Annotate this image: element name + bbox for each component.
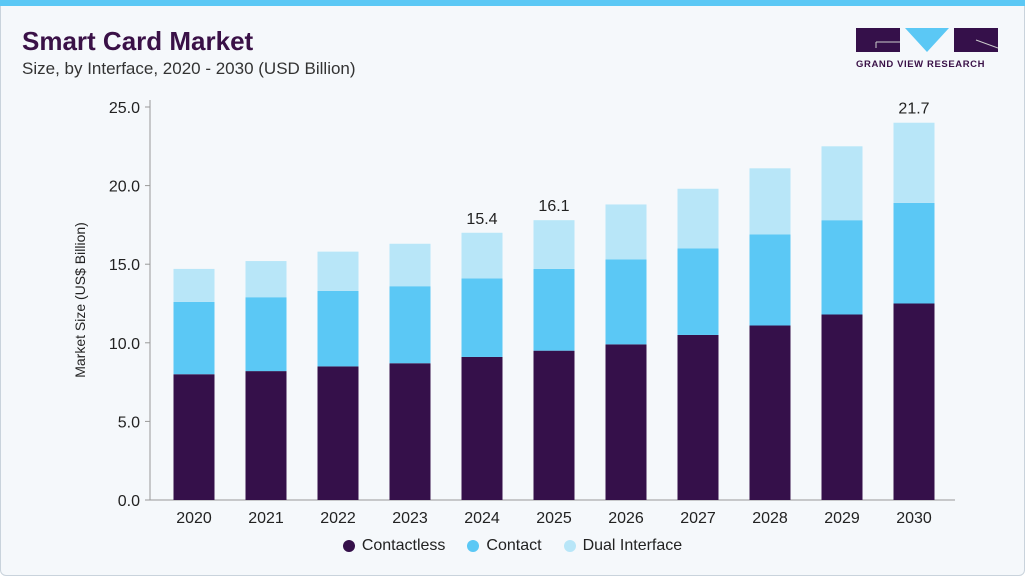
legend-label: Dual Interface [582, 537, 683, 554]
x-tick-label: 2030 [896, 510, 932, 527]
bar-contactless-2020 [173, 374, 215, 500]
legend-item-dual-interface: Dual Interface [563, 537, 683, 555]
x-tick-label: 2024 [464, 510, 500, 527]
bar-dual-interface-2029 [821, 146, 863, 221]
legend-marker [467, 540, 480, 552]
x-tick-label: 2027 [680, 510, 716, 527]
legend-marker [342, 540, 355, 552]
bar-dual-interface-2028 [749, 168, 791, 235]
data-label-2024: 15.4 [466, 211, 497, 228]
chart-subtitle: Size, by Interface, 2020 - 2030 (USD Bil… [22, 59, 356, 78]
x-tick-label: 2023 [392, 510, 428, 527]
legend-item-contact: Contact [467, 537, 542, 555]
bar-contact-2028 [749, 234, 791, 326]
bar-contact-2027 [677, 248, 719, 335]
y-tick-label: 0.0 [118, 493, 140, 510]
bar-contactless-2022 [317, 366, 359, 500]
bar-contactless-2023 [389, 363, 431, 500]
bar-contact-2026 [605, 259, 647, 345]
y-axis-title: Market Size (US$ Billion) [72, 222, 88, 378]
data-label-2025: 16.1 [538, 198, 569, 215]
bar-dual-interface-2024 [461, 232, 503, 279]
legend-label: Contactless [361, 537, 446, 554]
x-tick-label: 2028 [752, 510, 788, 527]
bar-contact-2024 [461, 278, 503, 357]
bar-contact-2023 [389, 286, 431, 364]
y-tick-label: 10.0 [109, 336, 140, 353]
bar-dual-interface-2020 [173, 268, 215, 302]
bar-dual-interface-2030 [893, 122, 935, 203]
bar-contact-2021 [245, 297, 287, 372]
logo-text: GRAND VIEW RESEARCH [856, 59, 986, 70]
grand-view-research-logo [856, 28, 998, 52]
y-tick-label: 15.0 [109, 257, 140, 274]
x-tick-label: 2020 [176, 510, 212, 527]
chart-title: Smart Card Market [22, 26, 254, 56]
bar-contactless-2030 [893, 303, 935, 500]
y-tick-label: 20.0 [109, 179, 140, 196]
legend-label: Contact [486, 537, 542, 554]
bar-dual-interface-2023 [389, 243, 431, 287]
x-tick-label: 2025 [536, 510, 572, 527]
bar-contact-2022 [317, 290, 359, 367]
bar-contactless-2026 [605, 344, 647, 500]
data-label-2030: 21.7 [898, 101, 929, 118]
bar-contact-2030 [893, 202, 935, 304]
legend-item-contactless: Contactless [342, 537, 446, 555]
bar-contact-2025 [533, 268, 575, 351]
bar-dual-interface-2022 [317, 251, 359, 291]
bar-dual-interface-2026 [605, 204, 647, 260]
bar-contactless-2025 [533, 350, 575, 500]
bar-contactless-2027 [677, 334, 719, 500]
x-tick-label: 2026 [608, 510, 644, 527]
bar-contactless-2029 [821, 314, 863, 500]
y-tick-label: 5.0 [118, 414, 140, 431]
legend-marker [563, 540, 576, 552]
accent-bar [0, 0, 1025, 6]
bar-dual-interface-2025 [533, 220, 575, 269]
x-tick-label: 2029 [824, 510, 860, 527]
bar-dual-interface-2027 [677, 188, 719, 249]
y-tick-label: 25.0 [109, 100, 140, 117]
bar-contactless-2024 [461, 356, 503, 500]
x-tick-label: 2022 [320, 510, 356, 527]
legend: Contactless Contact Dual Interface [0, 537, 1025, 555]
bar-contactless-2021 [245, 371, 287, 500]
bar-contactless-2028 [749, 325, 791, 500]
x-tick-label: 2021 [248, 510, 284, 527]
bar-dual-interface-2021 [245, 261, 287, 298]
bar-contact-2020 [173, 301, 215, 375]
bar-contact-2029 [821, 220, 863, 315]
